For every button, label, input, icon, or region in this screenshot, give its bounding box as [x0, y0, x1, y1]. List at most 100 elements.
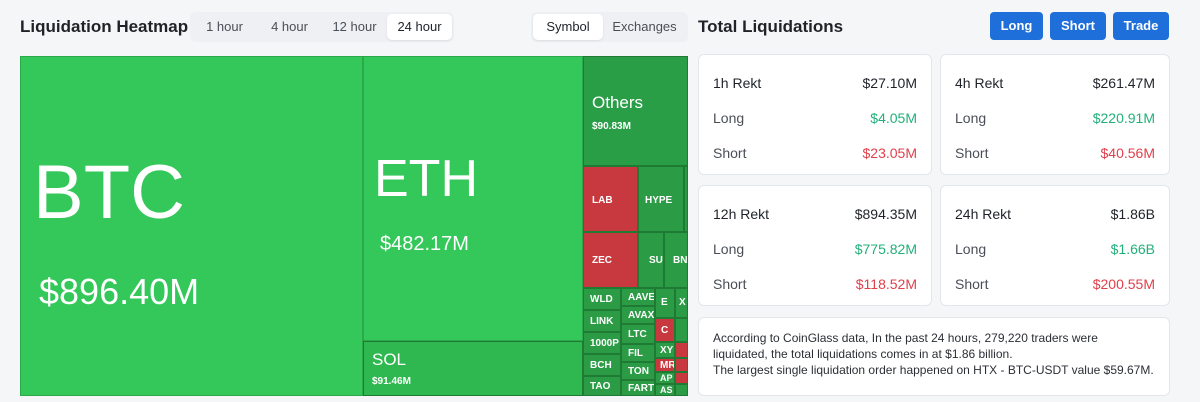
tile-ltc[interactable]: LTC [621, 324, 655, 344]
tab-1-hour[interactable]: 1 hour [206, 19, 243, 34]
tab-24-hour[interactable]: 24 hour [387, 14, 452, 40]
time-range-selector: 1 hour 4 hour 12 hour 24 hour [190, 12, 454, 42]
long-value: $220.91M [1092, 110, 1155, 126]
tile-xy[interactable]: XY [655, 342, 675, 358]
tile-symbol: SOL [372, 350, 407, 369]
tile-symbol: TAO [590, 381, 611, 392]
tile-ap[interactable]: AP [655, 372, 675, 384]
tile-value: $90.83M [592, 121, 631, 132]
long-row: Long $775.82M [713, 241, 917, 259]
tile-symbol: AAVE [628, 292, 655, 303]
short-label: Short [713, 145, 747, 161]
tile-symbol: Others [592, 93, 644, 112]
tile-e[interactable]: E [655, 288, 675, 318]
tile-c[interactable]: C [655, 318, 675, 342]
tile-wld[interactable]: WLD [583, 288, 621, 310]
tile-fart[interactable]: FART [621, 380, 655, 396]
tile-symbol: BCH [590, 360, 612, 371]
card-12h-rekt: 12h Rekt $894.35M Long $775.82M Short $1… [698, 185, 932, 306]
tile-hype[interactable]: HYPE [638, 166, 684, 232]
tile-symbol: LAB [592, 195, 613, 206]
liquidation-summary-note: According to CoinGlass data, In the past… [698, 317, 1170, 396]
tile-aave[interactable]: AAVE [621, 288, 655, 306]
long-row: Long $1.66B [955, 241, 1155, 259]
tile-as[interactable]: AS [655, 384, 675, 396]
card-label: 4h Rekt [955, 75, 1004, 91]
tile-value: $896.40M [39, 271, 200, 312]
short-row: Short $200.55M [955, 276, 1155, 294]
short-value: $23.05M [862, 145, 917, 161]
tile-x[interactable]: X [675, 288, 688, 318]
tile-minor[interactable] [684, 166, 688, 232]
card-24h-rekt: 24h Rekt $1.86B Long $1.66B Short $200.5… [940, 185, 1170, 306]
tile-minor[interactable] [675, 342, 688, 358]
tile-tao[interactable]: TAO [583, 376, 621, 396]
tile-symbol: AP [660, 373, 673, 383]
tile-ton[interactable]: TON [621, 362, 655, 380]
tile-bch[interactable]: BCH [583, 354, 621, 376]
short-value: $200.55M [1092, 276, 1155, 292]
card-header-row: 1h Rekt $27.10M [713, 75, 917, 93]
tile-1000p[interactable]: 1000P [583, 332, 621, 354]
tile-symbol: C [661, 325, 669, 336]
tile-sui[interactable]: SUI [638, 232, 664, 288]
tile-symbol: X [679, 297, 686, 308]
group-mode-selector: Symbol Exchanges [531, 12, 688, 42]
card-label: 24h Rekt [955, 206, 1012, 222]
tile-symbol: XY [660, 345, 674, 356]
tile-minor[interactable] [675, 358, 688, 372]
heatmap-title: Liquidation Heatmap [20, 17, 189, 36]
card-total: $27.10M [862, 75, 917, 91]
tile-symbol: BN [673, 255, 688, 266]
card-4h-rekt: 4h Rekt $261.47M Long $220.91M Short $40… [940, 54, 1170, 175]
tab-symbol[interactable]: Symbol [533, 14, 603, 40]
tile-zec[interactable]: ZEC [583, 232, 638, 288]
tile-btc[interactable]: BTC $896.40M [20, 56, 363, 396]
tab-exchanges[interactable]: Exchanges [612, 19, 677, 34]
short-label: Short [713, 276, 747, 292]
tile-lab[interactable]: LAB [583, 166, 638, 232]
tile-symbol: 1000P [590, 338, 619, 349]
tile-mr[interactable]: MR [655, 358, 675, 372]
long-button[interactable]: Long [990, 12, 1043, 40]
tile-minor[interactable] [675, 372, 688, 384]
long-value: $1.66B [1110, 241, 1155, 257]
tile-symbol: E [661, 297, 668, 308]
tile-value: $482.17M [380, 233, 469, 255]
tile-symbol: LINK [590, 316, 614, 327]
tile-eth[interactable]: ETH $482.17M [363, 56, 583, 341]
short-value: $40.56M [1100, 145, 1155, 161]
short-row: Short $118.52M [713, 276, 917, 294]
tile-value: $91.46M [372, 376, 411, 387]
tile-link[interactable]: LINK [583, 310, 621, 332]
tile-fil[interactable]: FIL [621, 344, 655, 362]
short-label: Short [955, 145, 989, 161]
tile-minor[interactable] [675, 318, 688, 342]
liquidation-treemap: BTC $896.40M ETH $482.17M SOL $91.46M Ot… [20, 56, 688, 396]
card-total: $261.47M [1092, 75, 1155, 91]
tile-symbol: SUI [649, 255, 663, 266]
tile-symbol: AS [660, 385, 673, 395]
long-value: $4.05M [870, 110, 917, 126]
card-header-row: 24h Rekt $1.86B [955, 206, 1155, 224]
tile-symbol: MR [660, 360, 675, 371]
tab-12-hour[interactable]: 12 hour [332, 19, 377, 34]
card-label: 1h Rekt [713, 75, 762, 91]
short-label: Short [955, 276, 989, 292]
tile-minor[interactable] [675, 384, 688, 396]
card-total: $1.86B [1110, 206, 1155, 222]
tile-sol[interactable]: SOL $91.46M [363, 341, 583, 396]
long-row: Long $220.91M [955, 110, 1155, 128]
tile-symbol: FIL [628, 348, 643, 359]
card-header-row: 4h Rekt $261.47M [955, 75, 1155, 93]
long-label: Long [713, 241, 745, 257]
tile-symbol: WLD [590, 294, 613, 305]
tile-others[interactable]: Others $90.83M [583, 56, 688, 166]
tile-symbol: AVAX [628, 310, 655, 321]
short-button[interactable]: Short [1050, 12, 1106, 40]
tile-avax[interactable]: AVAX [621, 306, 655, 324]
tile-bnb[interactable]: BN [664, 232, 688, 288]
trade-button[interactable]: Trade [1113, 12, 1169, 40]
tab-4-hour[interactable]: 4 hour [271, 19, 308, 34]
